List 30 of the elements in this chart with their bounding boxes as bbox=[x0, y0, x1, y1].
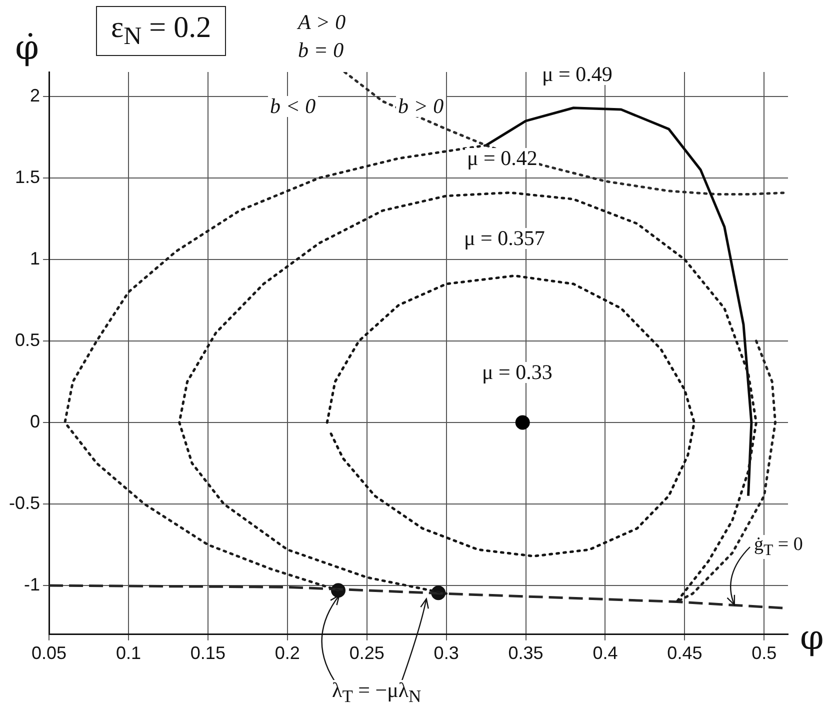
x-tick-label: 0.45 bbox=[667, 643, 702, 664]
x-tick-label: 0.2 bbox=[274, 643, 300, 664]
annotation: μ = 0.42 bbox=[465, 146, 540, 170]
x-tick-label: 0.1 bbox=[116, 643, 141, 664]
y-tick-label: 0 bbox=[30, 411, 40, 432]
x-tick-label: 0.25 bbox=[349, 643, 384, 664]
x-tick-label: 0.3 bbox=[434, 643, 459, 664]
x-axis-title: φ bbox=[800, 618, 824, 658]
y-tick-label: -0.5 bbox=[8, 492, 40, 513]
x-tick-label: 0.15 bbox=[190, 643, 226, 664]
y-tick-label: -1 bbox=[24, 574, 40, 594]
text: ε$_{N}$ = 0.2 bbox=[96, 6, 226, 56]
annotation: b < 0 bbox=[268, 94, 318, 118]
x-tick-label: 0.05 bbox=[31, 643, 67, 664]
y-tick-label: 1 bbox=[30, 248, 40, 268]
annotation: λ$_{T}$ = −μλ$_{N}$ bbox=[330, 678, 424, 706]
annotation: μ = 0.357 bbox=[462, 226, 547, 250]
x-tick-label: 0.4 bbox=[592, 643, 618, 664]
text: b = 0 bbox=[298, 38, 344, 62]
annotation: μ = 0.33 bbox=[480, 360, 554, 384]
text: A > 0 bbox=[298, 10, 346, 34]
y-tick-label: 0.5 bbox=[14, 330, 40, 350]
y-axis-title: φ̇ bbox=[15, 28, 39, 68]
x-tick-label: 0.35 bbox=[508, 643, 544, 664]
y-tick-label: 2 bbox=[30, 85, 40, 106]
annotation: μ = 0.49 bbox=[540, 62, 614, 86]
x-tick-label: 0.5 bbox=[752, 643, 777, 664]
y-tick-label: 1.5 bbox=[14, 166, 40, 187]
annotation: b > 0 bbox=[396, 94, 446, 118]
annotation: ġ$_{T}$ = 0 bbox=[752, 534, 805, 559]
